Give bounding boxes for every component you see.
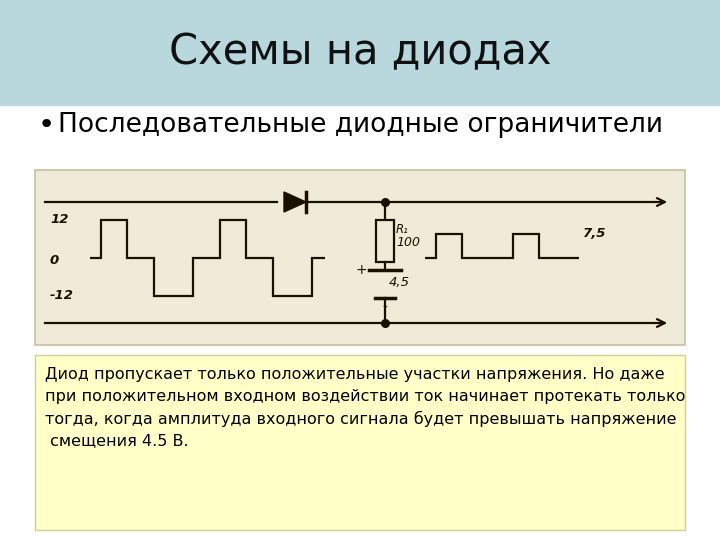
Text: 0: 0 xyxy=(50,254,59,267)
Polygon shape xyxy=(284,192,306,212)
Text: Последовательные диодные ограничители: Последовательные диодные ограничители xyxy=(58,112,663,138)
Text: •: • xyxy=(38,111,55,139)
Text: 100: 100 xyxy=(396,236,420,249)
Text: Диод пропускает только положительные участки напряжения. Но даже
при положительн: Диод пропускает только положительные уча… xyxy=(45,367,685,449)
Text: 7,5: 7,5 xyxy=(583,227,606,240)
Text: +: + xyxy=(356,263,367,277)
Text: -: - xyxy=(382,301,387,315)
Bar xyxy=(35,170,685,345)
Bar xyxy=(0,0,720,105)
Text: Схемы на диодах: Схемы на диодах xyxy=(168,31,552,73)
Bar xyxy=(35,355,685,530)
Bar xyxy=(376,220,394,262)
Text: -12: -12 xyxy=(50,289,74,302)
Text: 12: 12 xyxy=(50,213,68,226)
Text: R₁: R₁ xyxy=(396,223,409,236)
Text: 4,5: 4,5 xyxy=(389,276,410,289)
